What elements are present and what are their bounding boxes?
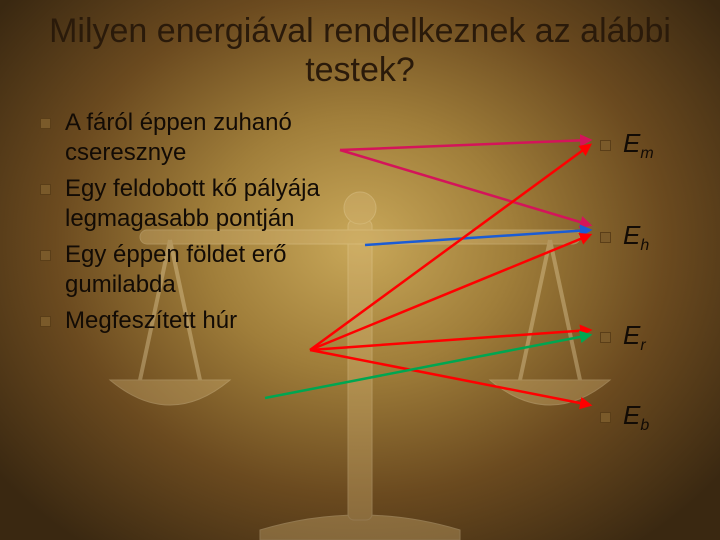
left-item-text: Megfeszített húr [65, 306, 237, 336]
bullet-icon [40, 184, 51, 195]
left-item-0: A fáról éppen zuhanó cseresznye [40, 108, 400, 168]
slide-title: Milyen energiával rendelkeznek az alábbi… [0, 0, 720, 98]
left-item-1: Egy feldobott kő pályája legmagasabb pon… [40, 174, 400, 234]
left-item-text: Egy feldobott kő pályája legmagasabb pon… [65, 174, 400, 234]
content-area: A fáról éppen zuhanó cseresznyeEgy feldo… [0, 98, 720, 528]
bullet-icon [40, 118, 51, 129]
left-item-text: A fáról éppen zuhanó cseresznye [65, 108, 400, 168]
bullet-icon [40, 316, 51, 327]
left-item-2: Egy éppen földet erő gumilabda [40, 240, 400, 300]
left-column: A fáról éppen zuhanó cseresznyeEgy feldo… [40, 108, 400, 528]
left-item-3: Megfeszített húr [40, 306, 400, 336]
left-item-text: Egy éppen földet erő gumilabda [65, 240, 400, 300]
right-column [400, 108, 690, 528]
bullet-icon [40, 250, 51, 261]
